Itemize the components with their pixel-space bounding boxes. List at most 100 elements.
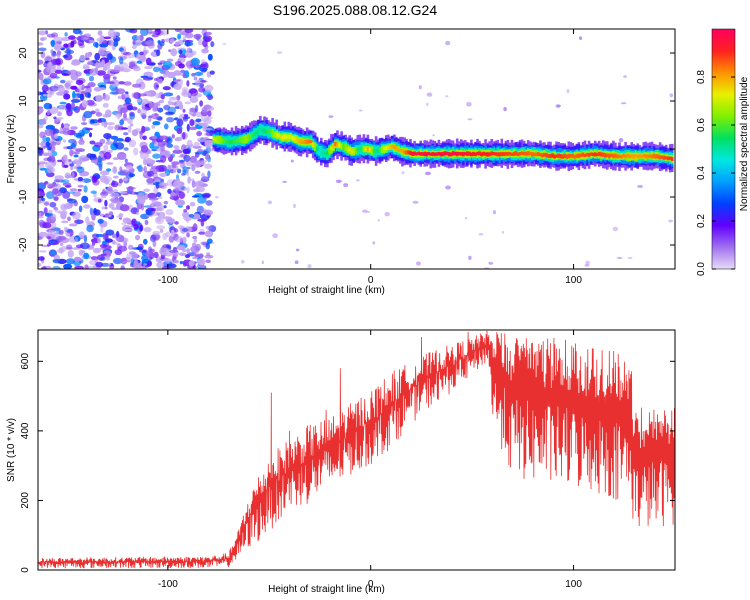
noise-speckle: [81, 84, 85, 91]
noise-speckle: [42, 265, 47, 269]
ridge-cell: [399, 148, 402, 153]
noise-speckle: [116, 215, 123, 218]
noise-speckle: [210, 41, 215, 48]
ridge-cell: [307, 139, 311, 144]
noise-speckle: [172, 149, 183, 154]
noise-speckle: [109, 91, 119, 95]
noise-speckle: [189, 201, 196, 207]
noise-speckle: [143, 71, 154, 78]
noise-speckle: [50, 49, 54, 55]
noise-speckle: [50, 58, 60, 65]
noise-speckle: [97, 30, 103, 36]
noise-speckle: [108, 263, 112, 266]
ridge-cell: [324, 152, 327, 156]
noise-speckle: [191, 50, 197, 56]
noise-speckle: [125, 52, 136, 59]
noise-speckle: [52, 259, 62, 264]
noise-speckle: [566, 89, 570, 94]
ridge-cell: [232, 139, 236, 144]
noise-speckle: [183, 209, 188, 213]
noise-speckle: [173, 228, 179, 233]
ridge-cell: [419, 152, 422, 156]
x-tick-label: 0: [368, 275, 374, 286]
ridge-cell: [670, 157, 674, 161]
noise-speckle: [77, 176, 84, 182]
noise-speckle: [193, 76, 198, 81]
noise-speckle: [123, 177, 128, 182]
ridge-cell: [411, 151, 414, 156]
noise-speckle: [155, 165, 165, 173]
noise-speckle: [103, 36, 111, 40]
noise-speckle: [120, 107, 128, 114]
noise-speckle: [50, 213, 57, 221]
noise-speckle: [176, 168, 182, 174]
ridge-cell: [236, 138, 240, 142]
ridge-cell: [597, 151, 601, 157]
noise-speckle: [193, 141, 200, 148]
noise-speckle: [488, 261, 494, 265]
ridge-cell: [581, 152, 585, 157]
noise-speckle: [194, 243, 202, 251]
noise-speckle: [377, 219, 380, 222]
noise-speckle: [64, 226, 68, 232]
noise-speckle: [50, 250, 57, 255]
noise-speckle: [78, 85, 83, 92]
noise-speckle: [126, 253, 131, 260]
noise-speckle: [59, 101, 67, 105]
noise-speckle: [83, 185, 88, 193]
noise-speckle: [335, 179, 342, 183]
colorbar-tick-label: 0.8: [696, 70, 707, 84]
ridge-cell: [318, 149, 321, 153]
noise-speckle: [64, 174, 73, 179]
noise-speckle: [63, 43, 69, 48]
noise-speckle: [194, 181, 203, 189]
noise-speckle: [155, 49, 161, 57]
noise-speckle: [52, 265, 61, 269]
noise-speckle: [123, 132, 129, 136]
noise-speckle: [83, 65, 90, 70]
noise-speckle: [195, 118, 202, 123]
noise-speckle: [164, 258, 172, 263]
noise-speckle: [612, 226, 619, 232]
ridge-cell: [528, 151, 532, 156]
ridge-cell: [279, 135, 282, 139]
noise-speckle: [87, 82, 96, 88]
ridge-cell: [283, 134, 287, 139]
noise-speckle: [79, 30, 83, 35]
noise-speckle: [182, 36, 187, 42]
ridge-cell: [393, 144, 396, 150]
noise-speckle: [492, 210, 496, 215]
ridge-cell: [585, 152, 589, 157]
noise-speckle: [124, 97, 132, 105]
noise-speckle: [193, 33, 202, 40]
noise-speckle: [48, 209, 53, 214]
noise-speckle: [151, 124, 156, 129]
noise-speckle: [73, 154, 79, 158]
noise-speckle: [186, 80, 190, 87]
noise-speckle: [106, 186, 113, 192]
ridge-cell: [488, 152, 491, 157]
ridge-cell: [476, 151, 479, 156]
noise-speckle: [101, 121, 106, 127]
noise-speckle: [38, 199, 42, 204]
noise-speckle: [70, 99, 81, 103]
noise-speckle: [57, 159, 64, 163]
noise-speckle: [49, 201, 57, 208]
noise-speckle: [145, 57, 152, 65]
noise-speckle: [65, 184, 72, 188]
noise-speckle: [166, 138, 172, 142]
noise-speckle: [62, 127, 71, 136]
noise-speckle: [186, 248, 190, 253]
noise-speckle: [49, 90, 55, 96]
noise-speckle: [579, 36, 583, 40]
noise-speckle: [162, 248, 170, 252]
noise-speckle: [129, 123, 134, 127]
ridge-cell: [591, 152, 595, 156]
noise-speckle: [445, 40, 451, 46]
noise-speckle: [166, 143, 174, 148]
noise-speckle: [200, 80, 207, 83]
noise-speckle: [182, 108, 186, 113]
noise-speckle: [207, 53, 213, 61]
ridge-cell: [545, 152, 548, 158]
noise-speckle: [103, 144, 109, 152]
